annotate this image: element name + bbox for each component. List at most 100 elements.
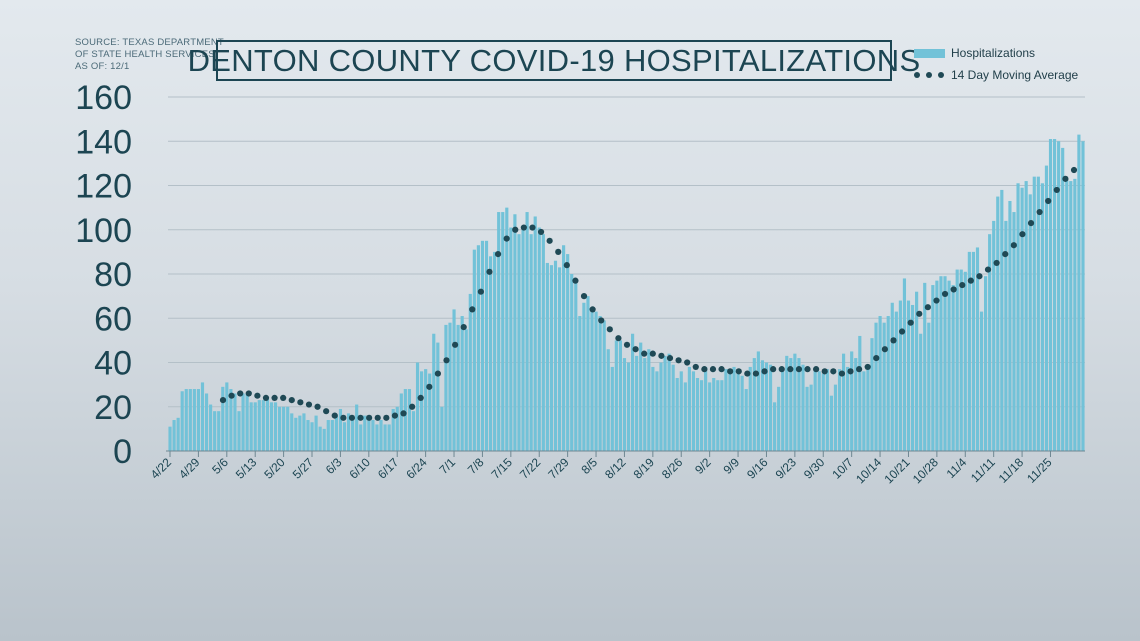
moving-average-point [1019, 231, 1026, 238]
hospitalization-bar [391, 408, 395, 451]
hospitalization-bar [286, 406, 290, 451]
moving-average-point [348, 414, 356, 421]
hospitalization-bar [639, 342, 643, 451]
hospitalization-bar [789, 358, 793, 451]
hospitalization-bar [184, 389, 188, 451]
moving-average-point [967, 277, 974, 284]
moving-average-point [941, 290, 949, 298]
hospitalization-bar [971, 251, 976, 451]
moving-average-point [881, 346, 888, 353]
hospitalization-bar [655, 371, 659, 451]
hospitalization-bar [858, 335, 862, 451]
moving-average-point [666, 354, 674, 362]
moving-average-point [838, 370, 846, 377]
hospitalization-bar [505, 207, 509, 451]
chart-title-box: DENTON COUNTY COVID-19 HOSPITALIZATIONS [188, 40, 920, 81]
hospitalization-bar [180, 391, 184, 451]
x-tick-label: 8/26 [659, 455, 686, 482]
hospitalization-bar [298, 415, 302, 451]
hospitalization-bar [529, 234, 533, 451]
moving-average-point [598, 317, 605, 324]
hospitalization-bar [472, 249, 476, 451]
moving-average-point [219, 397, 227, 404]
hospitalization-bar [890, 302, 894, 451]
moving-average-point [709, 366, 717, 373]
hospitalization-bar [168, 426, 172, 451]
hospitalization-bar [338, 408, 343, 451]
x-tick-label: 7/22 [517, 455, 544, 482]
hospitalization-bar [659, 362, 663, 451]
hospitalization-bar [793, 353, 797, 451]
hospitalization-bar [1057, 141, 1061, 451]
moving-average-point [692, 363, 699, 371]
legend-item-moving-average: 14 Day Moving Average [914, 64, 1078, 86]
moving-average-point [374, 414, 381, 421]
hospitalization-bar [846, 366, 850, 451]
hospitalization-bar [647, 349, 651, 451]
hospitalization-bar [359, 424, 363, 451]
moving-average-point [1062, 175, 1069, 182]
moving-average-point [675, 357, 682, 364]
hospitalization-bar [428, 373, 432, 451]
hospitalization-bar [712, 377, 716, 451]
hospitalization-bar [371, 420, 375, 451]
x-tick-label: 5/13 [233, 455, 260, 482]
moving-average-point [830, 368, 837, 375]
hospitalization-bar [1036, 176, 1040, 451]
moving-average-point [288, 397, 295, 404]
moving-average-point [924, 304, 931, 311]
x-tick-label: 10/7 [829, 455, 856, 482]
moving-average-point [1027, 220, 1035, 227]
hospitalization-bar [992, 220, 996, 451]
hospitalization-bar [841, 353, 846, 451]
moving-average-point [305, 401, 313, 408]
hospitalization-bar [959, 269, 963, 451]
hospitalization-bar [947, 280, 951, 451]
hospitalization-bar [740, 375, 744, 451]
legend-label-moving-average: 14 Day Moving Average [951, 68, 1079, 82]
hospitalization-bar [562, 245, 566, 451]
hospitalization-bar [468, 293, 472, 451]
moving-average-point [933, 297, 940, 304]
moving-average-point [520, 224, 527, 231]
hospitalization-bar [675, 377, 679, 451]
hospitalization-bar [667, 353, 671, 451]
hospitalization-bar [1040, 183, 1044, 451]
x-tick-label: 11/11 [968, 455, 998, 485]
moving-average-point [658, 352, 665, 359]
hospitalization-bar [273, 402, 278, 451]
hospitalization-bar [432, 333, 436, 451]
hospitalization-bar [586, 296, 590, 451]
moving-average-point [572, 277, 579, 284]
hospitalization-bar [225, 382, 229, 451]
moving-average-point [297, 399, 304, 406]
hospitalization-bar [411, 411, 416, 451]
moving-average-point [486, 268, 493, 275]
hospitalization-bar [383, 424, 387, 451]
moving-average-point [1070, 166, 1078, 174]
hospitalization-bar [736, 371, 740, 451]
moving-average-point [340, 414, 347, 421]
hospitalization-bar [460, 316, 464, 451]
moving-average-point [503, 235, 510, 242]
hospitalization-bar [963, 271, 967, 451]
moving-average-point [632, 346, 639, 353]
hospitalization-bar [367, 415, 371, 451]
hospitalization-bar [452, 309, 456, 451]
hospitalization-bar [756, 351, 760, 451]
moving-average-point [916, 310, 923, 317]
x-tick-label: 7/1 [436, 455, 458, 477]
hospitalization-bar [549, 265, 554, 451]
moving-average-point [366, 414, 373, 421]
hospitalization-bar [290, 413, 294, 451]
hospitalization-bar [282, 406, 286, 451]
hospitalization-bar [854, 358, 858, 451]
hospitalization-bar [988, 234, 992, 451]
hospitalization-bar [935, 280, 939, 451]
x-tick-label: 5/20 [261, 455, 288, 482]
hospitalization-bar [176, 417, 180, 451]
hospitalization-bar [874, 322, 878, 451]
y-tick-label: 60 [94, 300, 132, 338]
hospitalization-bar [306, 420, 310, 451]
hospitalization-bar [606, 349, 610, 451]
